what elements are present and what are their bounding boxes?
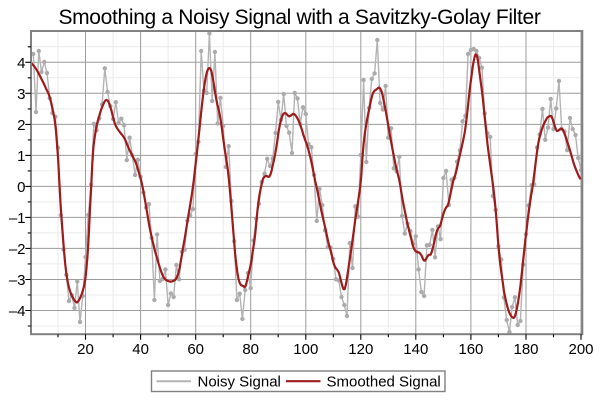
svg-text:Smoothing a Noisy Signal with: Smoothing a Noisy Signal with a Savitzky… bbox=[58, 6, 540, 29]
svg-text:Noisy Signal: Noisy Signal bbox=[198, 373, 281, 390]
svg-text:–2: –2 bbox=[9, 241, 26, 258]
svg-text:1: 1 bbox=[17, 148, 25, 165]
svg-text:Smoothed Signal: Smoothed Signal bbox=[327, 373, 441, 390]
svg-text:60: 60 bbox=[187, 341, 204, 358]
svg-text:100: 100 bbox=[293, 341, 318, 358]
svg-text:2: 2 bbox=[17, 117, 25, 134]
svg-text:160: 160 bbox=[458, 341, 483, 358]
svg-text:20: 20 bbox=[77, 341, 94, 358]
svg-text:3: 3 bbox=[17, 86, 25, 103]
svg-text:–1: –1 bbox=[9, 210, 26, 227]
svg-text:–4: –4 bbox=[9, 303, 26, 320]
svg-text:180: 180 bbox=[513, 341, 538, 358]
svg-text:4: 4 bbox=[17, 55, 25, 72]
svg-text:200: 200 bbox=[568, 341, 593, 358]
svg-text:40: 40 bbox=[132, 341, 149, 358]
svg-text:140: 140 bbox=[403, 341, 428, 358]
svg-text:80: 80 bbox=[242, 341, 259, 358]
svg-text:–3: –3 bbox=[9, 272, 26, 289]
svg-text:0: 0 bbox=[17, 179, 25, 196]
svg-text:120: 120 bbox=[348, 341, 373, 358]
